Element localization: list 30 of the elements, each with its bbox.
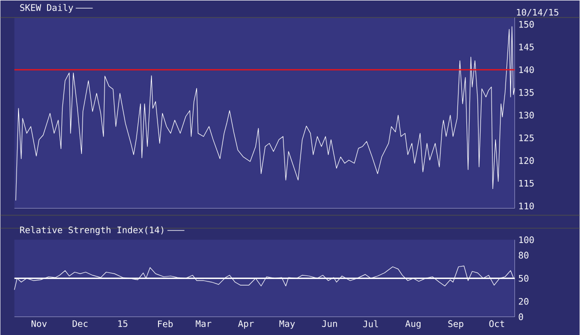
y-tick-label: 110 bbox=[519, 202, 534, 210]
x-tick-label: Sep bbox=[448, 320, 464, 329]
y-tick-label: 0 bbox=[518, 313, 524, 320]
y-tick-label: 145 bbox=[519, 44, 534, 50]
x-tick-label: Jun bbox=[322, 320, 337, 327]
y-tick-label: 140 bbox=[519, 66, 534, 74]
y-tick-label: 80 bbox=[518, 252, 528, 259]
x-tick-label: Nov bbox=[32, 320, 47, 327]
x-tick-label: Apr bbox=[238, 320, 254, 329]
y-tick-label: 120 bbox=[519, 157, 534, 164]
x-tick-label: Feb bbox=[158, 320, 173, 328]
y-tick-label: 115 bbox=[519, 180, 534, 187]
y-tick-label: 130 bbox=[519, 112, 534, 118]
x-tick-label: May bbox=[279, 320, 295, 329]
x-tick-label: 15 bbox=[118, 320, 128, 327]
x-tick-label: Aug bbox=[405, 320, 421, 329]
y-tick-label: 135 bbox=[519, 89, 534, 96]
y-tick-label: 125 bbox=[519, 134, 534, 142]
legend-label: SKEW Daily bbox=[20, 4, 74, 13]
x-tick-label: Jul bbox=[363, 320, 378, 328]
y-tick-label: 100 bbox=[519, 236, 534, 244]
x-tick-label: Dec bbox=[72, 320, 88, 327]
y-tick-label: 150 bbox=[519, 20, 534, 28]
legend-label: Relative Strength Index(14) bbox=[20, 226, 164, 236]
text: 10/14/15 bbox=[516, 8, 558, 16]
y-tick-label: 50 bbox=[518, 274, 528, 282]
line-series bbox=[15, 26, 515, 201]
y-tick-label: 20 bbox=[518, 298, 528, 305]
x-tick-label: Oct bbox=[489, 320, 504, 328]
x-tick-label: Mar bbox=[196, 320, 212, 327]
